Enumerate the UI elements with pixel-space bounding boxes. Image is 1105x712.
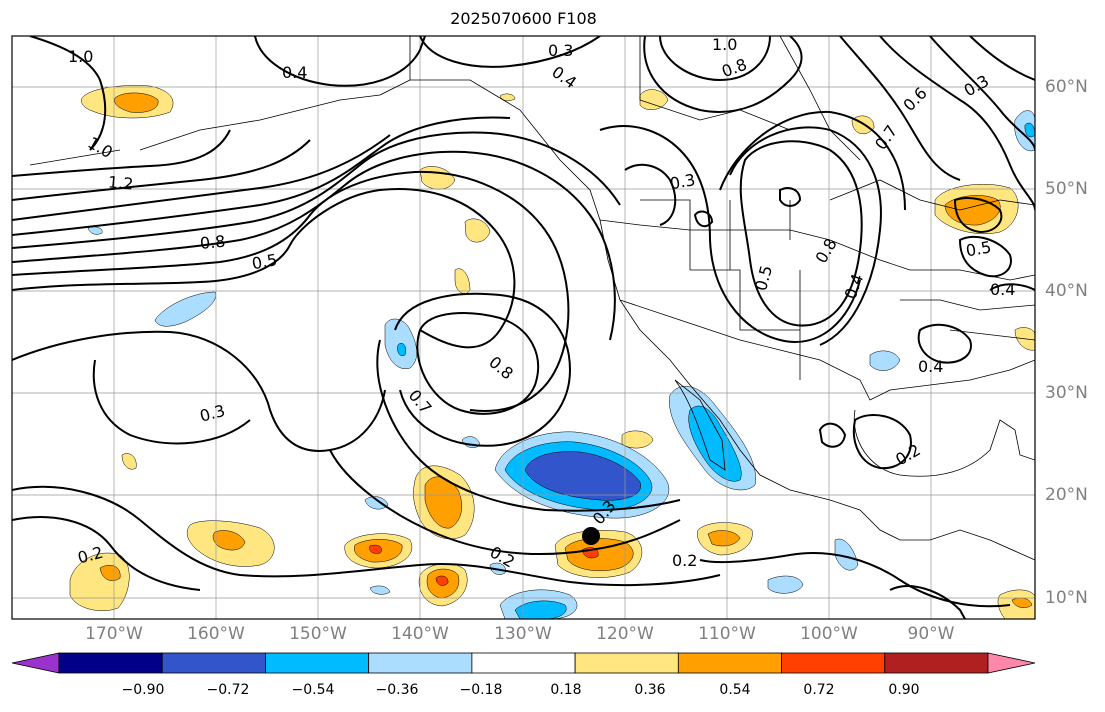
- contour-label: 0.8: [812, 235, 841, 267]
- contour-label: 0.4: [548, 62, 580, 92]
- contour-label: 0.5: [250, 250, 278, 273]
- colorbar-tick-label: −0.72: [206, 682, 250, 698]
- contour-label: 0.6: [899, 83, 930, 114]
- colorbar-segment: [58, 652, 163, 674]
- contour-label: 1.0: [68, 47, 93, 66]
- colorbar-tick-label: −0.90: [121, 682, 165, 698]
- grid-lines: [12, 36, 1035, 619]
- colorbar-tick-label: 0.18: [550, 682, 582, 698]
- colorbar-extend-min: [11, 652, 60, 674]
- lon-label: 130°W: [494, 624, 552, 644]
- contour-label: 0.3: [198, 401, 228, 426]
- lon-label: 140°W: [391, 624, 449, 644]
- contour-label: 0.2: [672, 551, 697, 570]
- contour-label: 0.8: [485, 352, 517, 383]
- lon-label: 100°W: [800, 624, 858, 644]
- contour-label: 0.7: [871, 122, 901, 154]
- contour-label: 0.5: [964, 237, 992, 260]
- contour-label: 1.0: [712, 35, 737, 54]
- contour-label: 0.4: [282, 63, 307, 82]
- contour-label: 0.8: [199, 232, 226, 253]
- lon-label: 120°W: [596, 624, 654, 644]
- contour-label: 0.4: [918, 357, 943, 376]
- lon-label: 170°W: [85, 624, 143, 644]
- negative-anomaly-gulf-mid: [688, 405, 742, 482]
- colorbar-segment: [161, 652, 266, 674]
- contour-label: 0.4: [990, 280, 1015, 299]
- colorbar-tick-label: 0.72: [803, 682, 835, 698]
- contour-label: 0.3: [668, 170, 696, 193]
- coastlines: [29, 36, 1035, 561]
- colorbar: [11, 652, 1036, 674]
- lat-label: 10°N: [1045, 588, 1088, 608]
- colorbar-segment: [471, 652, 576, 674]
- colorbar-tick-label: 0.90: [888, 682, 920, 698]
- lat-label: 60°N: [1045, 77, 1088, 97]
- colorbar-segment: [574, 652, 679, 674]
- contour-label: 0.5: [751, 263, 776, 293]
- colorbar-segment: [677, 652, 782, 674]
- map-frame: [11, 35, 1036, 620]
- colorbar-segment: [265, 652, 370, 674]
- shading-layer: [69, 85, 1035, 619]
- colorbar-segment: [368, 652, 473, 674]
- colorbar-segment: [781, 652, 886, 674]
- lon-label: 150°W: [289, 624, 347, 644]
- contour-label: 0.7: [405, 386, 436, 418]
- colorbar-extend-max: [987, 652, 1036, 674]
- contour-label: 1.0: [84, 133, 116, 162]
- colorbar-segment: [884, 652, 989, 674]
- lon-label: 160°W: [187, 624, 245, 644]
- storm-center-marker: [582, 527, 600, 545]
- contour-label: 1.2: [107, 172, 134, 193]
- colorbar-tick-label: −0.18: [459, 682, 503, 698]
- contour-label: 0.3: [548, 41, 573, 60]
- lon-label: 90°W: [907, 624, 955, 644]
- colorbar-tick-label: −0.36: [375, 682, 419, 698]
- lat-label: 20°N: [1045, 485, 1088, 505]
- contour-lines: [12, 36, 1035, 619]
- lat-label: 30°N: [1045, 383, 1088, 403]
- map-title: 2025070600 F108: [450, 9, 597, 28]
- contour-label: 0.8: [719, 55, 749, 82]
- lat-label: 40°N: [1045, 281, 1088, 301]
- negative-anomaly-westpac: [154, 291, 217, 327]
- negative-anomaly-gulfmex: [869, 350, 901, 371]
- lat-label: 50°N: [1045, 179, 1088, 199]
- lon-label: 110°W: [698, 624, 756, 644]
- colorbar-tick-label: 0.54: [719, 682, 751, 698]
- colorbar-tick-label: −0.54: [291, 682, 335, 698]
- colorbar-tick-label: 0.36: [634, 682, 666, 698]
